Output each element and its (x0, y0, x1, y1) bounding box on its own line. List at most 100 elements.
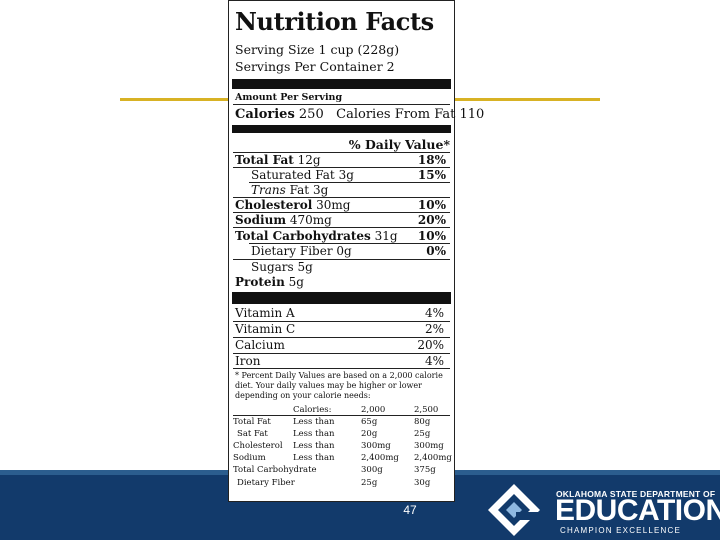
gold-divider-left (120, 98, 230, 101)
nutrient-row: Cholesterol 30mg 10% (235, 198, 450, 212)
nutrient-pct: 20% (417, 213, 446, 227)
calories-label: Calories (235, 107, 295, 122)
divider (233, 227, 450, 228)
calories-fat-value: 110 (459, 107, 485, 122)
vitamin-label: Iron (235, 354, 261, 368)
table-row-label: Cholesterol (233, 441, 283, 451)
daily-value-footnote: * Percent Daily Values are based on a 2,… (235, 371, 443, 400)
daily-value-header: % Daily Value* (348, 137, 450, 152)
divider (233, 152, 450, 153)
table-row-label: Total Carbohydrate (233, 465, 317, 475)
nutrient-amount: 5g (297, 260, 313, 274)
table-row-v1: 65g (361, 417, 378, 427)
table-row-cond: Less than (293, 453, 335, 463)
servings-per-container: Servings Per Container 2 (235, 59, 395, 74)
divider (233, 212, 450, 213)
table-row-v1: 20g (361, 429, 378, 439)
nutrient-row: Trans Fat 3g (235, 183, 450, 197)
serving-size: Serving Size 1 cup (228g) (235, 42, 400, 57)
vitamin-pct: 4% (424, 306, 444, 320)
nutrient-pct: 15% (417, 168, 446, 182)
divider (233, 167, 450, 168)
nutrient-row: Dietary Fiber 0g 0% (235, 244, 450, 258)
nutrient-amount: 30mg (316, 198, 351, 212)
vitamin-label: Calcium (235, 338, 285, 352)
vitamin-label: Vitamin A (235, 306, 295, 320)
nutrient-label: Saturated Fat (251, 168, 335, 182)
divider (233, 337, 450, 338)
nutrient-label: Dietary Fiber (251, 244, 333, 258)
nutrient-pct: 18% (417, 153, 446, 167)
table-header-2500: 2,500 (414, 405, 439, 415)
nutrient-amount: 470mg (289, 213, 332, 227)
vitamin-pct: 20% (417, 338, 444, 352)
thick-divider (232, 292, 451, 304)
table-row-v2: 80g (414, 417, 431, 427)
nutrient-row: Saturated Fat 3g 15% (235, 168, 450, 182)
vitamin-row: Calcium 20% (235, 338, 450, 352)
divider (249, 243, 450, 244)
vitamin-pct: 4% (424, 354, 444, 368)
nutrient-label-suffix: Fat (289, 183, 310, 197)
nutrient-amount: 3g (338, 168, 354, 182)
nutrient-row: Protein 5g (235, 275, 450, 289)
divider (233, 321, 450, 322)
table-row-cond: Less than (293, 417, 335, 427)
table-row-label: Dietary Fiber (237, 478, 295, 488)
nutrient-label: Total Fat (235, 153, 294, 167)
vitamin-row: Iron 4% (235, 354, 450, 368)
nutrient-row: Sodium 470mg 20% (235, 213, 450, 227)
nutrient-pct: 10% (417, 229, 446, 243)
table-row-cond: Less than (293, 429, 335, 439)
nutrient-amount: 12g (297, 153, 321, 167)
table-row-v2: 25g (414, 429, 431, 439)
nutrient-row: Sugars 5g (235, 260, 450, 274)
table-row-v1: 25g (361, 478, 378, 488)
table-row-cond: Less than (293, 441, 335, 451)
nutrient-amount: 5g (288, 275, 304, 289)
nutrient-row: Total Fat 12g 18% (235, 153, 450, 167)
table-row-v2: 375g (414, 465, 436, 475)
nutrient-pct: 0% (426, 244, 446, 258)
nutrient-label: Sugars (251, 260, 294, 274)
vitamin-row: Vitamin C 2% (235, 322, 450, 336)
nutrient-label: Total Carbohydrates (235, 229, 371, 243)
table-row-v1: 300mg (361, 441, 391, 451)
divider (233, 368, 450, 369)
nutrition-label: Nutrition Facts Serving Size 1 cup (228g… (228, 0, 484, 502)
vitamin-row: Vitamin A 4% (235, 306, 450, 320)
calories-fat-label: Calories From Fat (336, 107, 456, 122)
calories-value: 250 (298, 107, 324, 122)
nutrient-amount: 3g (312, 183, 329, 197)
page-number: 47 (403, 503, 417, 517)
thick-divider (232, 125, 451, 133)
org-tagline: CHAMPION EXCELLENCE (560, 526, 682, 535)
table-row-label: Sat Fat (237, 429, 268, 439)
table-header-2000: 2,000 (361, 405, 386, 415)
table-row-v1: 300g (361, 465, 383, 475)
org-name-main: EDUCATION (555, 494, 720, 527)
table-row-label: Sodium (233, 453, 266, 463)
divider (233, 353, 450, 354)
table-row-v2: 30g (414, 478, 431, 488)
divider (233, 104, 450, 105)
label-title: Nutrition Facts (235, 7, 434, 36)
thick-divider (232, 79, 451, 89)
nutrient-label: Cholesterol (235, 198, 313, 212)
nutrient-pct: 10% (417, 198, 446, 212)
amount-per-serving: Amount Per Serving (235, 92, 343, 103)
table-row-v1: 2,400mg (361, 453, 399, 463)
nutrient-label: Protein (235, 275, 285, 289)
divider (249, 182, 450, 183)
divider (233, 197, 450, 198)
oklahoma-education-logo-icon (488, 484, 540, 536)
gold-divider-right (455, 98, 600, 101)
vitamin-pct: 2% (424, 322, 444, 336)
calories-row: Calories 250 Calories From Fat 110 (235, 107, 484, 122)
divider (233, 259, 450, 260)
nutrient-label: Sodium (235, 213, 287, 227)
org-name-top: OKLAHOMA STATE DEPARTMENT OF (556, 489, 716, 499)
table-row-v2: 2,400mg (414, 453, 452, 463)
table-row-v2: 300mg (414, 441, 444, 451)
table-header-calories: Calories: (293, 405, 332, 415)
